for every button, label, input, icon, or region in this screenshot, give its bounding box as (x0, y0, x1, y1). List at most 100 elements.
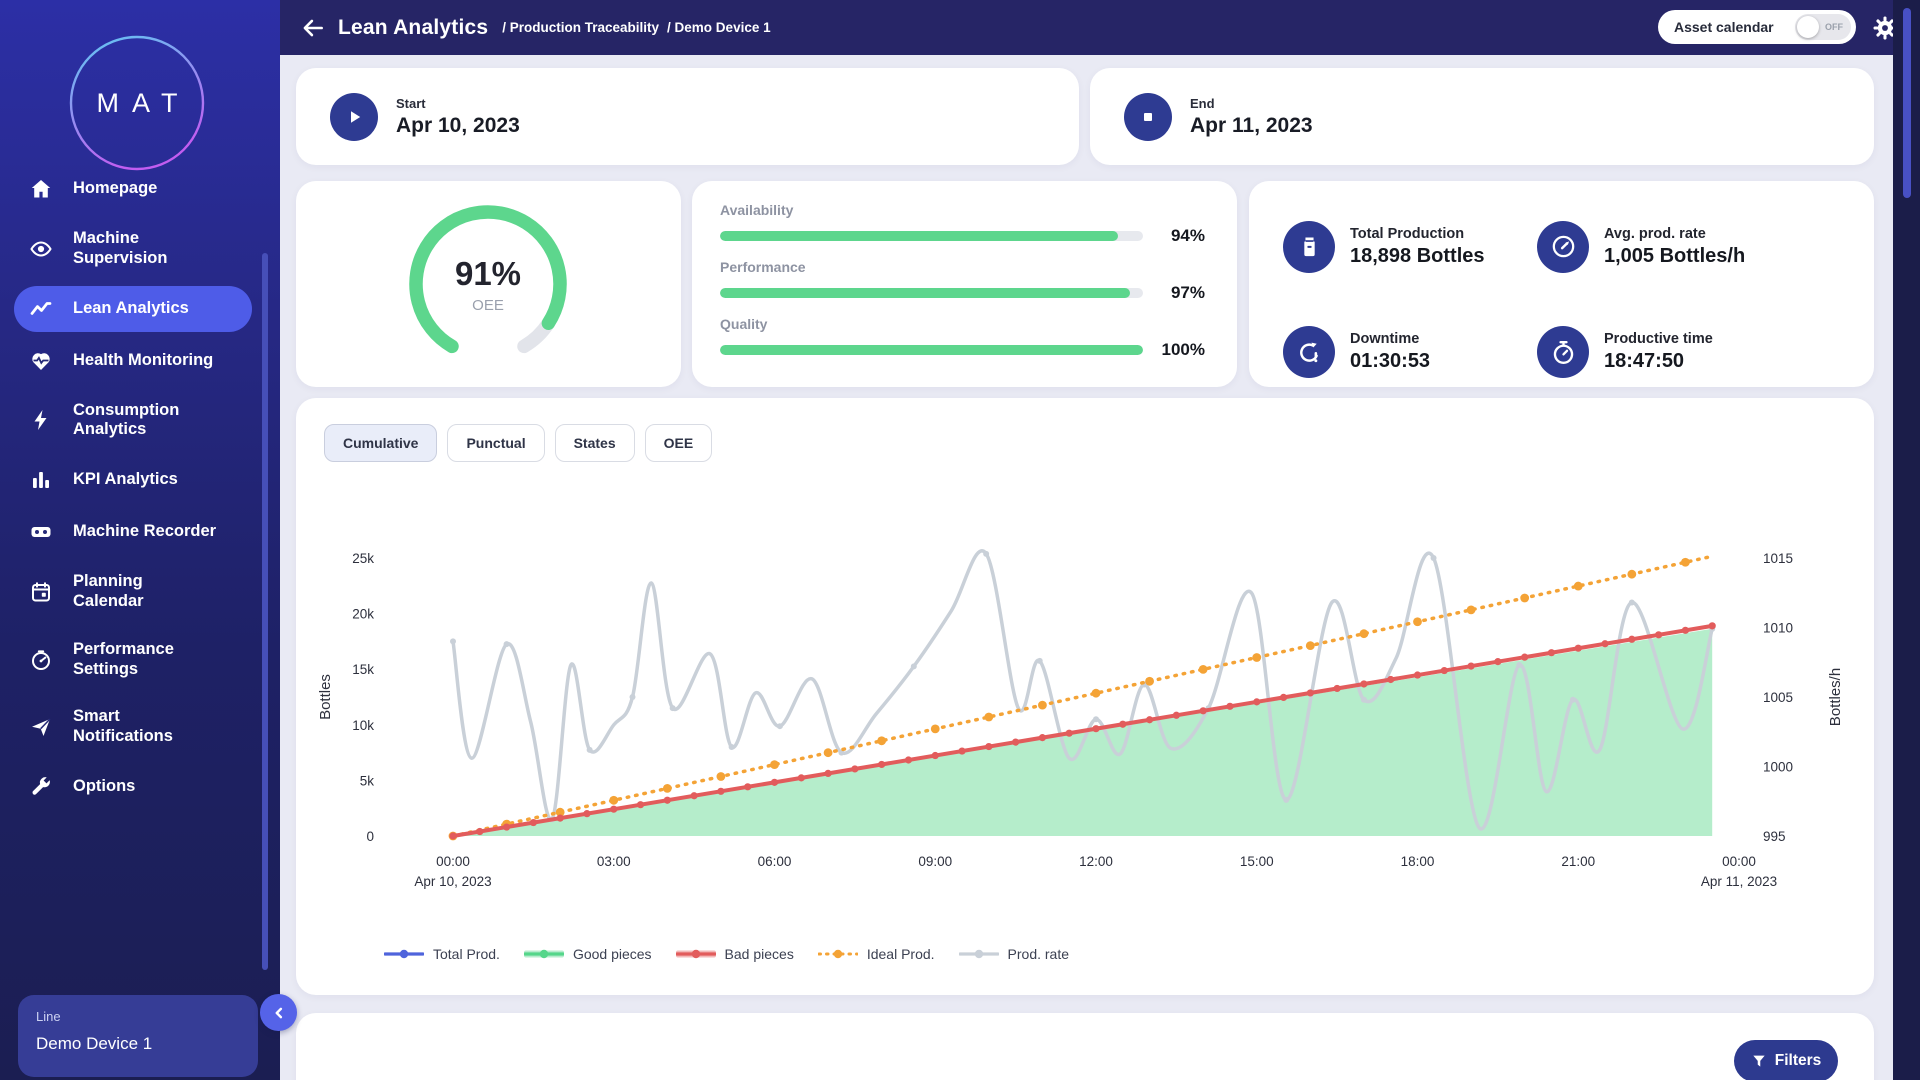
oee-gauge-card: 91% OEE (296, 181, 681, 387)
page-title: Lean Analytics (338, 16, 488, 40)
kpi-bar-track (720, 288, 1143, 298)
sidebar-item-lean-analytics[interactable]: Lean Analytics (14, 286, 252, 332)
line-selector-value: Demo Device 1 (36, 1034, 240, 1054)
kpi-bar-value: 100% (1157, 340, 1205, 360)
page-scrollbar (1893, 0, 1920, 1080)
sidebar-item-health-monitoring[interactable]: Health Monitoring (14, 338, 252, 384)
tab-cumulative[interactable]: Cumulative (324, 424, 437, 462)
svg-text:15:00: 15:00 (1240, 854, 1274, 869)
kpi-bar-performance: Performance97% (720, 259, 1209, 303)
legend-ideal-prod-[interactable]: Ideal Prod. (818, 946, 935, 962)
asset-calendar-toggle[interactable]: OFF (1795, 14, 1851, 40)
kpi-bar-fill (720, 345, 1143, 355)
chevron-left-icon (270, 1004, 288, 1022)
filters-button[interactable]: Filters (1734, 1040, 1838, 1080)
kpi-bar-fill (720, 288, 1130, 298)
legend-total-prod-[interactable]: Total Prod. (384, 946, 500, 962)
back-button[interactable] (300, 15, 326, 41)
stat-value: 1,005 Bottles/h (1604, 245, 1745, 268)
svg-text:18:00: 18:00 (1401, 854, 1435, 869)
sidebar-item-label: Consumption Analytics (73, 401, 179, 441)
svg-text:20k: 20k (352, 607, 374, 622)
kpi-bar-fill (720, 231, 1118, 241)
legend-swatch (676, 946, 716, 962)
period-end-card[interactable]: End Apr 11, 2023 (1090, 68, 1874, 165)
tab-states[interactable]: States (555, 424, 635, 462)
svg-text:5k: 5k (360, 773, 375, 788)
logo-text: MAT (67, 33, 207, 173)
stat-total-production: Total Production18,898 Bottles (1283, 212, 1537, 282)
sidebar-item-label: Performance Settings (73, 640, 174, 680)
sidebar-collapse-button[interactable] (260, 994, 297, 1031)
tab-punctual[interactable]: Punctual (447, 424, 544, 462)
svg-text:995: 995 (1763, 829, 1786, 844)
sidebar-item-performance-settings[interactable]: Performance Settings (14, 629, 252, 691)
svg-text:1005: 1005 (1763, 690, 1793, 705)
funnel-icon (1751, 1053, 1767, 1069)
asset-calendar-pill[interactable]: Asset calendar OFF (1658, 10, 1856, 44)
legend-good-pieces[interactable]: Good pieces (524, 946, 652, 962)
stat-productive-time: Productive time18:47:50 (1537, 318, 1874, 388)
mat-logo: MAT (67, 33, 207, 173)
send-icon (29, 715, 53, 739)
page: MAT Homepage Machine Supervision Lean Anal… (0, 0, 1920, 1080)
stat-label: Productive time (1604, 331, 1713, 347)
eye-icon (29, 237, 53, 261)
svg-text:09:00: 09:00 (918, 854, 952, 869)
legend-swatch (959, 946, 999, 962)
wrench-icon (29, 775, 53, 799)
breadcrumb-item[interactable]: / Demo Device 1 (667, 20, 771, 35)
downtime-clock-icon (1283, 326, 1335, 378)
bolt-icon (29, 408, 53, 432)
page-scrollbar-thumb[interactable] (1903, 8, 1911, 198)
kpi-bar-value: 97% (1157, 283, 1205, 303)
svg-text:06:00: 06:00 (758, 854, 792, 869)
svg-text:10k: 10k (352, 718, 374, 733)
sidebar-item-consumption-analytics[interactable]: Consumption Analytics (14, 390, 252, 452)
line-selector-label: Line (36, 1009, 240, 1024)
legend-bad-pieces[interactable]: Bad pieces (676, 946, 794, 962)
sidebar-nav: Homepage Machine Supervision Lean Analytic… (0, 160, 266, 816)
header: Lean Analytics / Production Traceability… (280, 0, 1920, 55)
sidebar-item-kpi-analytics[interactable]: KPI Analytics (14, 457, 252, 503)
svg-text:00:00: 00:00 (436, 854, 470, 869)
heart-pulse-icon (29, 349, 53, 373)
breadcrumb-item[interactable]: / Production Traceability (502, 20, 659, 35)
breadcrumb: / Production Traceability / Demo Device 1 (502, 20, 770, 35)
kpi-bar-quality: Quality 100% (720, 316, 1209, 360)
sidebar-item-label: Smart Notifications (73, 707, 173, 747)
svg-text:12:00: 12:00 (1079, 854, 1113, 869)
bottom-card: Filters (296, 1013, 1874, 1080)
toggle-state-label: OFF (1825, 22, 1843, 32)
chart-card: CumulativePunctualStatesOEE 05k10k15k20k… (296, 398, 1874, 995)
svg-text:Bottles: Bottles (317, 674, 334, 720)
sidebar: MAT Homepage Machine Supervision Lean Anal… (0, 0, 280, 1080)
sidebar-item-planning-calendar[interactable]: Planning Calendar (14, 561, 252, 623)
filters-label: Filters (1775, 1052, 1822, 1070)
chart-legend: Total Prod. Good pieces Bad pieces Ideal Pr… (384, 946, 1069, 962)
sidebar-item-options[interactable]: Options (14, 764, 252, 810)
start-label: Start (396, 96, 520, 111)
tab-oee[interactable]: OEE (645, 424, 713, 462)
svg-text:15k: 15k (352, 662, 374, 677)
sidebar-item-homepage[interactable]: Homepage (14, 166, 252, 212)
rate-gauge-icon (1537, 221, 1589, 273)
end-label: End (1190, 96, 1313, 111)
legend-prod-rate[interactable]: Prod. rate (959, 946, 1069, 962)
sidebar-item-machine-supervision[interactable]: Machine Supervision (14, 218, 252, 280)
stat-downtime: Downtime01:30:53 (1283, 318, 1537, 388)
kpi-bar-label: Quality (720, 316, 1209, 332)
production-chart: 05k10k15k20k25k9951000100510101015Bottle… (316, 478, 1854, 938)
svg-text:Apr 11, 2023: Apr 11, 2023 (1701, 874, 1777, 889)
legend-label: Total Prod. (433, 946, 500, 962)
sidebar-item-machine-recorder[interactable]: Machine Recorder (14, 509, 252, 555)
period-start-card[interactable]: Start Apr 10, 2023 (296, 68, 1079, 165)
sidebar-item-smart-notifications[interactable]: Smart Notifications (14, 696, 252, 758)
calendar-icon (29, 580, 53, 604)
kpi-bar-track (720, 231, 1143, 241)
trend-icon (29, 297, 53, 321)
svg-text:21:00: 21:00 (1561, 854, 1595, 869)
sidebar-scrollbar-thumb[interactable] (262, 253, 268, 970)
line-selector[interactable]: Line Demo Device 1 (18, 995, 258, 1077)
legend-label: Good pieces (573, 946, 652, 962)
